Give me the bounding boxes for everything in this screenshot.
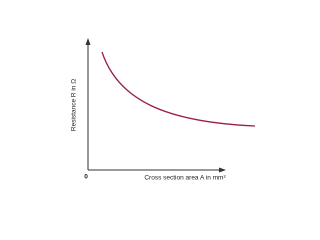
y-axis-arrow <box>85 38 91 45</box>
x-axis-arrow <box>219 167 226 173</box>
y-axis-label: Resistance R in Ω <box>71 79 78 131</box>
x-axis-label: Cross section area A in mm² <box>144 175 226 182</box>
origin-label: 0 <box>84 174 88 181</box>
curve <box>101 51 256 127</box>
diagram: 0 Resistance R in Ω Cross section area A… <box>71 38 256 182</box>
